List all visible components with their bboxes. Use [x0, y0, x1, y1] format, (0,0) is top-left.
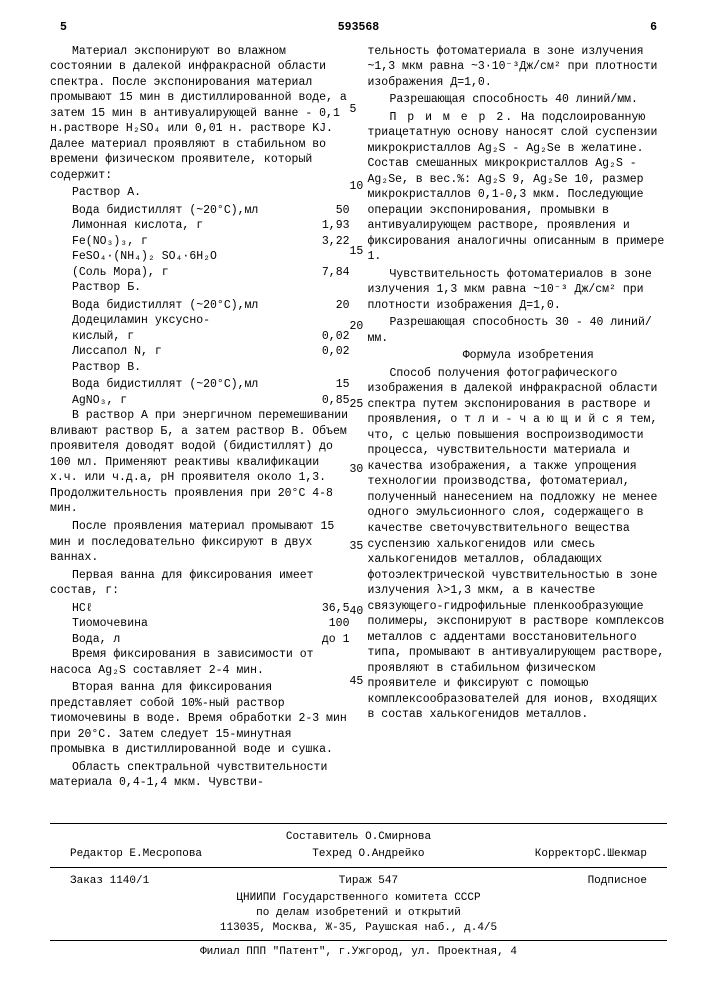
page: 5 593568 6 Материал экспонируют во влажн…: [0, 0, 707, 1000]
table-row: Вода бидистиллят (~20°С),мл20: [50, 298, 350, 314]
line-num: 45: [350, 674, 364, 690]
solution-a-label: Раствор А.: [50, 185, 350, 201]
page-num-right: 6: [650, 20, 657, 36]
paragraph: тельность фотоматериала в зоне излучения…: [368, 44, 668, 91]
solution-b-label: Раствор Б.: [50, 280, 350, 296]
table-row: Вода, лдо 1: [50, 632, 350, 648]
editor: Редактор Е.Месропова: [70, 847, 202, 862]
table-row: FeSO₄·(NH₄)₂ SO₄·6H₂O: [50, 249, 350, 265]
page-num-left: 5: [60, 20, 67, 36]
line-num: 30: [350, 462, 364, 478]
table-row: Тиомочевина100: [50, 616, 350, 632]
paragraph: После проявления материал промывают 15 м…: [50, 519, 350, 566]
footer-sub: Заказ 1140/1 Тираж 547 Подписное ЦНИИПИ …: [50, 867, 667, 935]
org-line: по делам изобретений и открытий: [50, 906, 667, 921]
techred: Техред О.Андрейко: [312, 847, 424, 862]
formula-title: Формула изобретения: [368, 348, 668, 364]
compiler: Составитель О.Смирнова: [50, 830, 667, 845]
line-num: 40: [350, 604, 364, 620]
line-num: 35: [350, 539, 364, 555]
paragraph: Область спектральной чувствительности ма…: [50, 760, 350, 791]
example-label: П р и м е р 2.: [390, 111, 515, 124]
paragraph: В раствор А при энергичном перемешивании…: [50, 408, 350, 517]
left-column: Материал экспонируют во влажном состояни…: [50, 44, 350, 793]
table-row: кислый, г0,02: [50, 329, 350, 345]
paragraph: Чувствительность фотоматериалов в зоне и…: [368, 267, 668, 314]
order: Заказ 1140/1: [70, 874, 149, 889]
corrector: КорректорС.Шекмар: [535, 847, 647, 862]
address: 113035, Москва, Ж-35, Раушская наб., д.4…: [50, 921, 667, 936]
page-header: 5 593568 6: [50, 20, 667, 36]
tirazh: Тираж 547: [339, 874, 398, 889]
right-column: 5 10 15 20 25 30 35 40 45 тельность фото…: [368, 44, 668, 793]
footer: Составитель О.Смирнова Редактор Е.Месроп…: [50, 823, 667, 960]
paragraph: Материал экспонируют во влажном состояни…: [50, 44, 350, 184]
footer-row: Заказ 1140/1 Тираж 547 Подписное: [50, 872, 667, 891]
table-row: Додециламин уксусно-: [50, 313, 350, 329]
line-num: 10: [350, 179, 364, 195]
text-columns: Материал экспонируют во влажном состояни…: [50, 44, 667, 793]
formula-text: Способ получения фотографического изобра…: [368, 366, 668, 723]
podpisnoe: Подписное: [588, 874, 647, 889]
line-num: 20: [350, 319, 364, 335]
table-row: Вода бидистиллят (~20°С),мл50: [50, 203, 350, 219]
paragraph: Разрешающая способность 40 линий/мм.: [368, 92, 668, 108]
table-row: HCℓ36,5: [50, 601, 350, 617]
filial: Филиал ППП "Патент", г.Ужгород, ул. Прое…: [50, 940, 667, 960]
table-row: Вода бидистиллят (~20°С),мл15: [50, 377, 350, 393]
table-row: AgNO₃, г0,85: [50, 393, 350, 409]
paragraph: Вторая ванна для фиксирования представля…: [50, 680, 350, 758]
footer-row: Редактор Е.Месропова Техред О.Андрейко К…: [50, 845, 667, 864]
table-row: Лиссапол N, г0,02: [50, 344, 350, 360]
org-line: ЦНИИПИ Государственного комитета СССР: [50, 891, 667, 906]
paragraph: Разрешающая способность 30 - 40 линий/мм…: [368, 315, 668, 346]
table-row: Лимонная кислота, г1,93: [50, 218, 350, 234]
paragraph: Время фиксирования в зависимости от насо…: [50, 647, 350, 678]
line-num: 25: [350, 397, 364, 413]
solution-v-label: Раствор В.: [50, 360, 350, 376]
line-num: 5: [350, 102, 357, 118]
line-num: 15: [350, 244, 364, 260]
table-row: (Соль Мора), г7,84: [50, 265, 350, 281]
patent-number: 593568: [338, 20, 379, 36]
table-row: Fe(NO₃)₃, г3,22: [50, 234, 350, 250]
paragraph: П р и м е р 2. На подслоированную триаце…: [368, 110, 668, 265]
paragraph: Первая ванна для фиксирования имеет сост…: [50, 568, 350, 599]
